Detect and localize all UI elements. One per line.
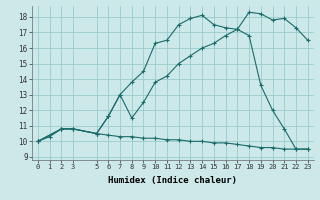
X-axis label: Humidex (Indice chaleur): Humidex (Indice chaleur) [108, 176, 237, 185]
